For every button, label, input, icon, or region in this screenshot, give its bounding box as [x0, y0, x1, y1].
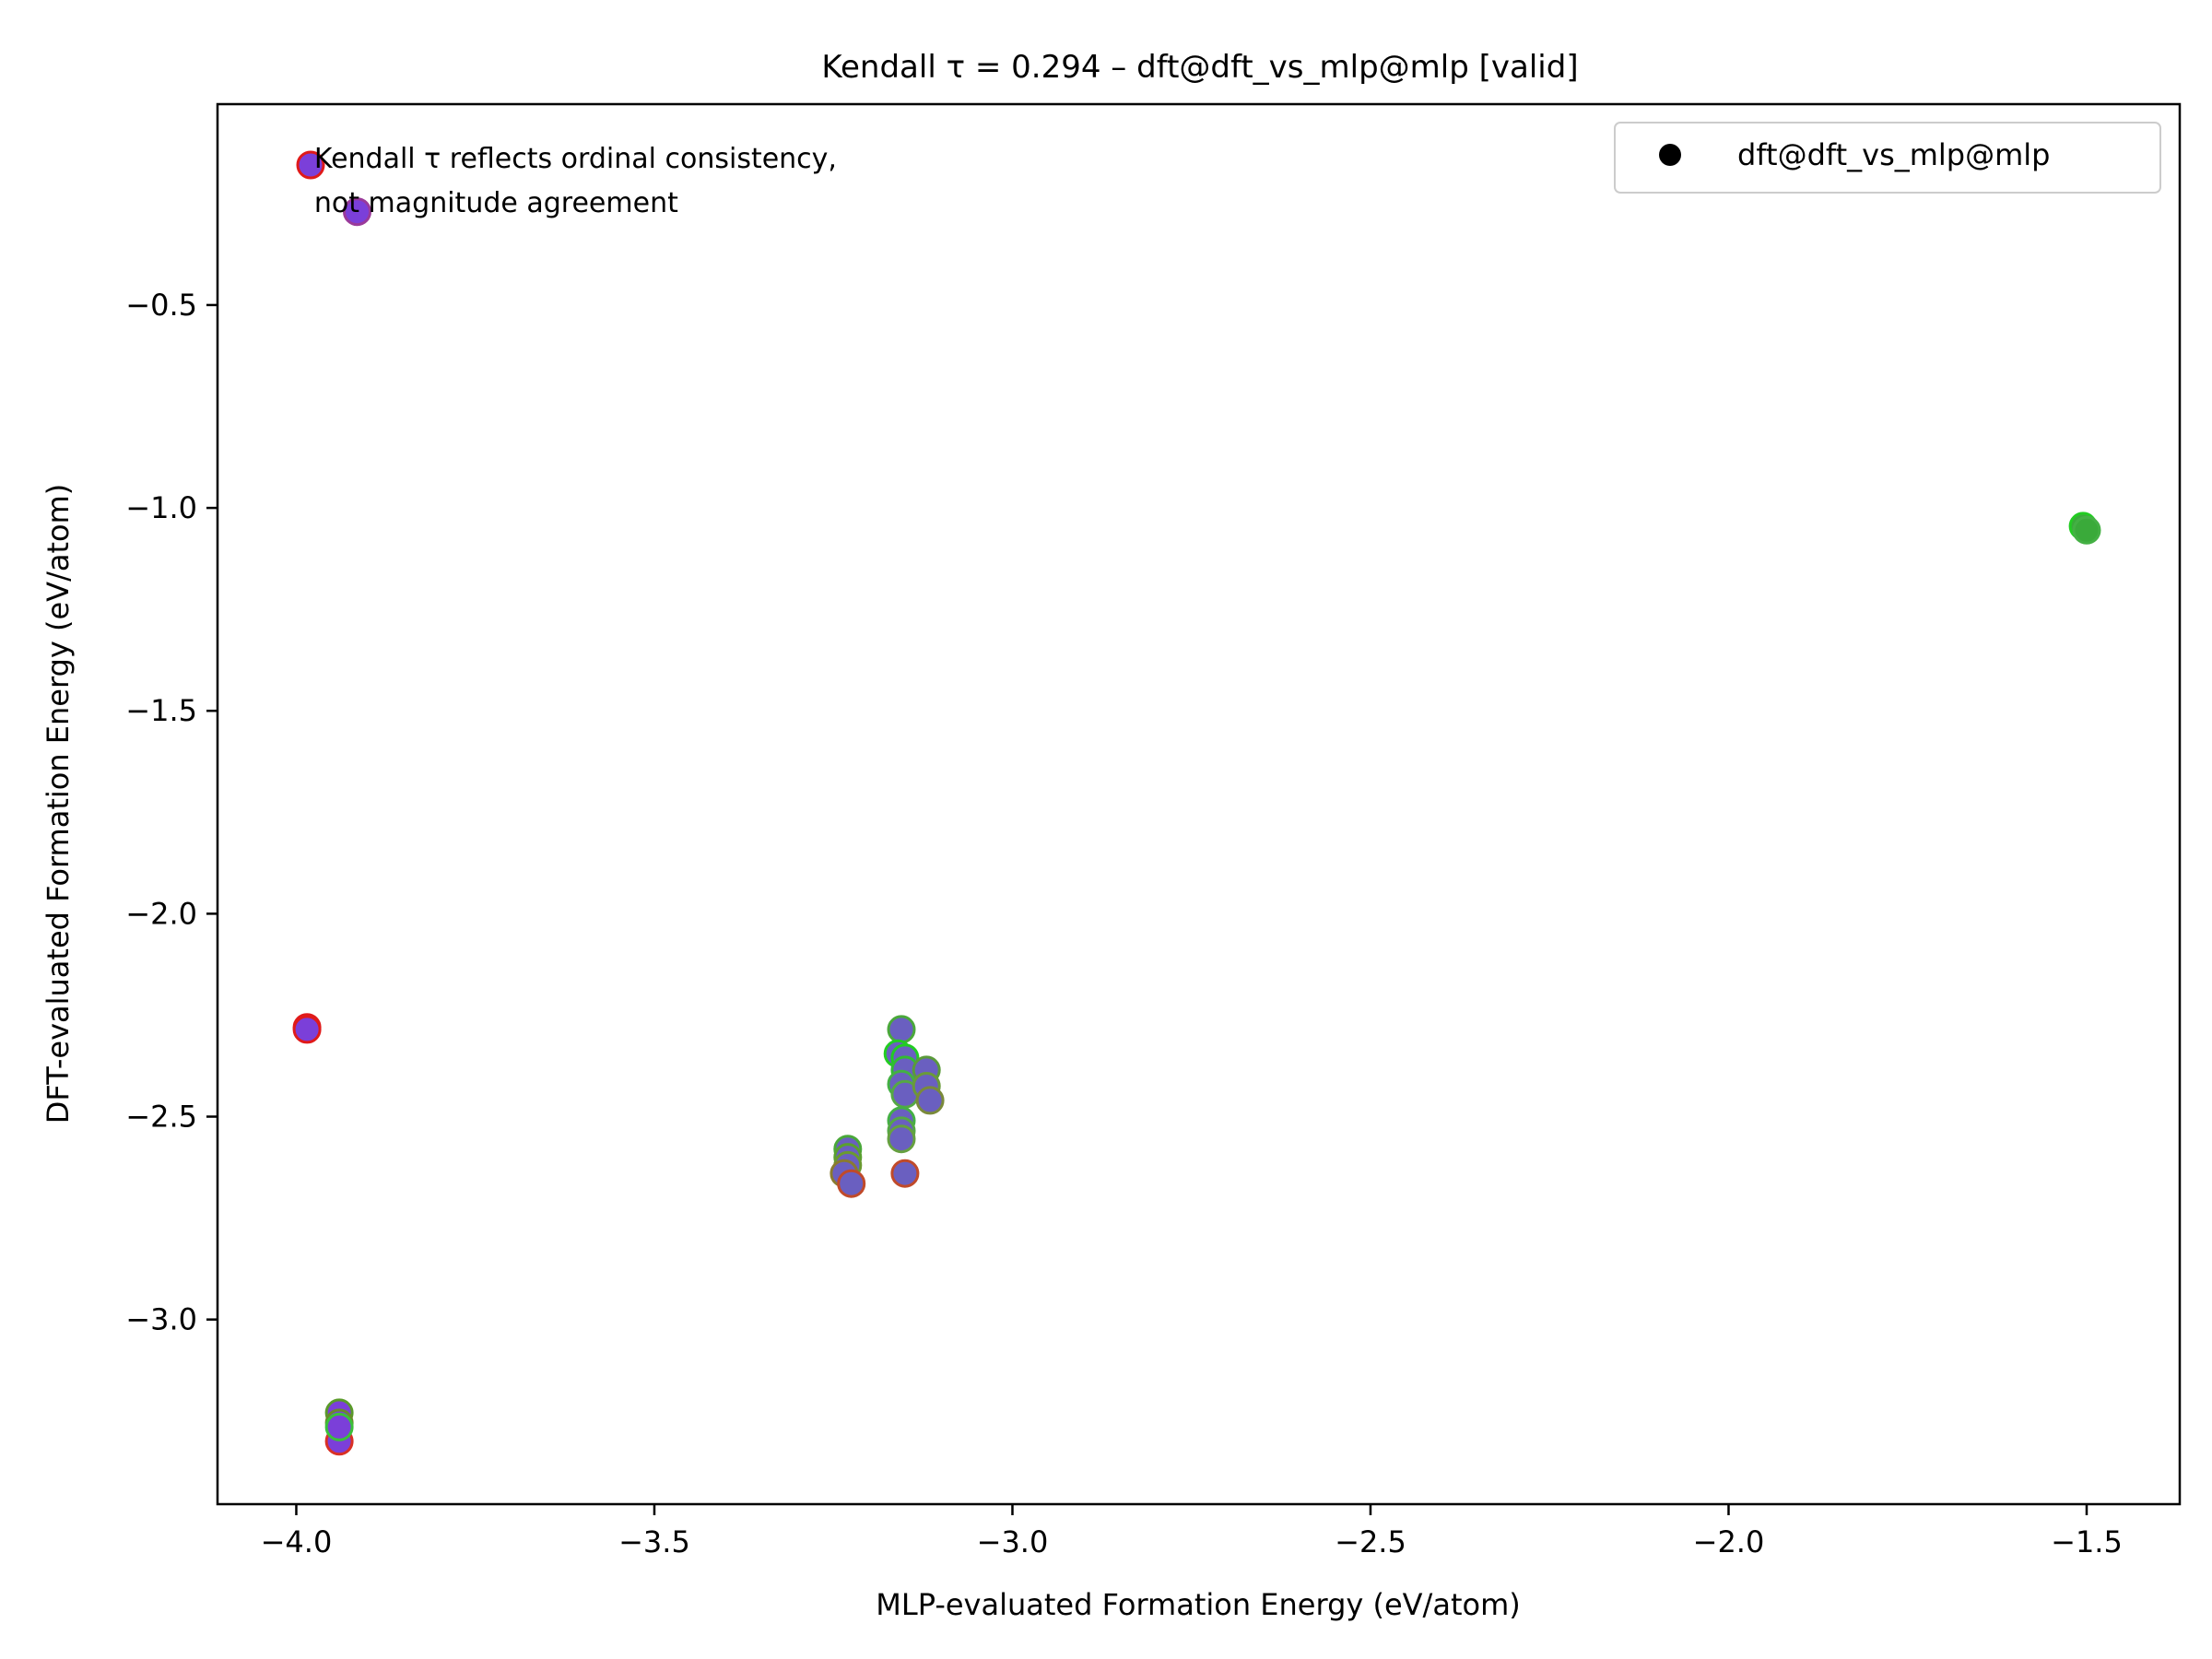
x-tick-label: −4.0: [261, 1524, 333, 1559]
x-tick-label: −3.5: [618, 1524, 690, 1559]
annotation-text: Kendall τ reflects ordinal consistency, …: [314, 143, 837, 219]
x-tick-label: −2.5: [1335, 1524, 1406, 1559]
plot-area-frame: [216, 102, 2182, 1506]
data-point: [343, 197, 371, 227]
data-point: [887, 1015, 916, 1044]
y-axis: −0.5 −1.0 −1.5 −2.0 −2.5 −3.0: [125, 288, 218, 1337]
y-tick-label: −2.0: [125, 896, 197, 931]
x-axis-label: MLP-evaluated Formation Energy (eV/atom): [876, 1587, 1520, 1622]
legend-box: [1614, 122, 2161, 194]
data-point: [2072, 515, 2101, 545]
y-tick-label: −0.5: [125, 288, 197, 323]
y-axis-label: DFT-evaluated Formation Energy (eV/atom): [41, 484, 76, 1124]
x-tick-label: −3.0: [977, 1524, 1049, 1559]
x-axis: −4.0 −3.5 −3.0 −2.5 −2.0 −1.5: [261, 1504, 2123, 1559]
data-point: [890, 1159, 920, 1188]
y-tick-label: −1.5: [125, 693, 197, 728]
data-point: [324, 1412, 354, 1441]
y-tick-label: −2.5: [125, 1100, 197, 1135]
data-points: [292, 150, 2101, 1456]
chart-title: Kendall τ = 0.294 – dft@dft_vs_mlp@mlp […: [821, 49, 1578, 86]
y-tick-label: −3.0: [125, 1302, 197, 1337]
legend: dft@dft_vs_mlp@mlp: [1614, 122, 2161, 194]
data-point: [837, 1169, 866, 1198]
x-tick-label: −1.5: [2051, 1524, 2123, 1559]
data-point: [887, 1124, 916, 1154]
legend-label: dft@dft_vs_mlp@mlp: [1737, 137, 2050, 172]
data-point: [296, 150, 325, 180]
annotation-line-1: Kendall τ reflects ordinal consistency,: [314, 143, 837, 175]
y-tick-label: −1.0: [125, 490, 197, 525]
legend-marker: [1659, 144, 1681, 166]
data-point: [915, 1086, 945, 1115]
annotation-line-2: not magnitude agreement: [314, 187, 678, 219]
x-tick-label: −2.0: [1693, 1524, 1765, 1559]
data-point: [292, 1015, 322, 1044]
